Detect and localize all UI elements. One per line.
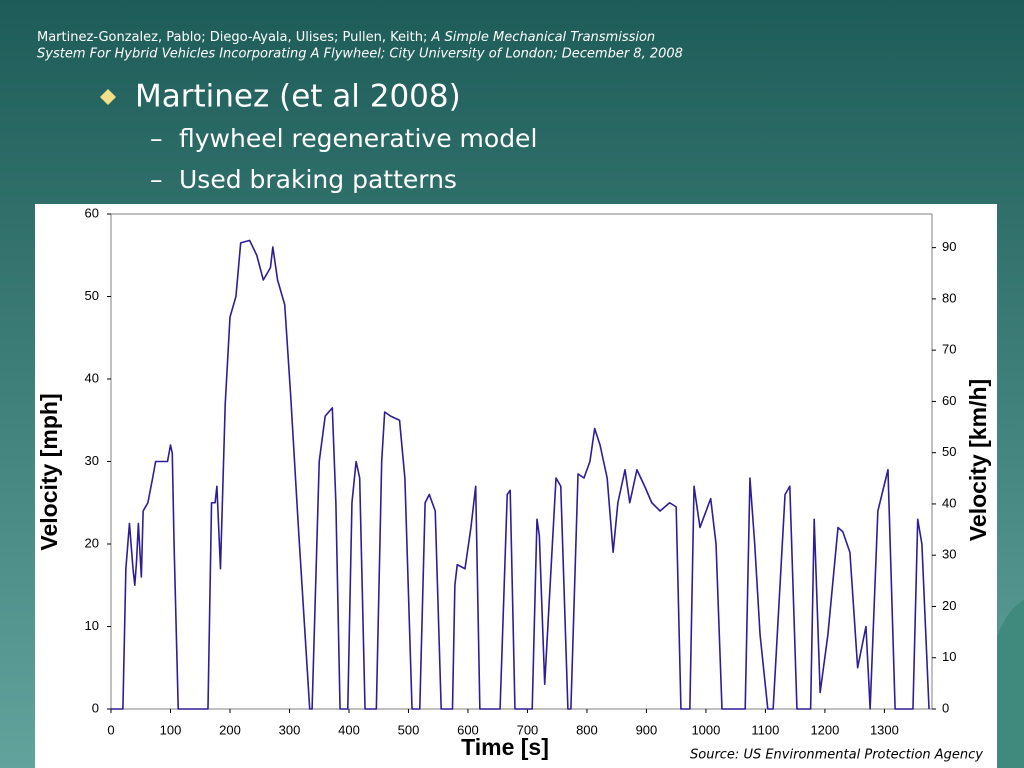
sub-bullet-text: Used braking patterns: [179, 165, 457, 194]
y2-tick-label: 70: [942, 342, 956, 357]
y2-tick-label: 60: [942, 393, 956, 408]
y2-tick-label: 90: [942, 239, 956, 254]
y-tick-label: 50: [85, 288, 99, 303]
y2-tick-label: 30: [942, 547, 956, 562]
y2-tick-label: 50: [942, 444, 956, 459]
x-tick-label: 600: [457, 722, 479, 737]
x-tick-label: 1200: [810, 722, 839, 737]
y-tick-label: 0: [92, 700, 99, 715]
y2-axis-label: Velocity [km/h]: [965, 379, 991, 541]
x-tick-label: 400: [338, 722, 360, 737]
x-tick-label: 1300: [870, 722, 899, 737]
bullet-icon: [100, 89, 116, 105]
citation-title: A Simple Mechanical Transmission: [430, 30, 655, 45]
x-tick-label: 700: [517, 722, 539, 737]
x-tick-label: 0: [107, 722, 114, 737]
y2-tick-label: 20: [942, 598, 956, 613]
y-tick-label: 20: [85, 535, 99, 550]
y-tick-label: 30: [85, 453, 99, 468]
source-note: Source: US Environmental Protection Agen…: [690, 748, 983, 763]
x-tick-label: 1000: [691, 722, 720, 737]
x-tick-label: 900: [636, 722, 658, 737]
y2-tick-label: 0: [942, 700, 949, 715]
citation-line: Martinez-Gonzalez, Pablo; Diego-Ayala, U…: [37, 30, 655, 45]
y2-tick-label: 80: [942, 290, 956, 305]
y-tick-label: 40: [85, 370, 99, 385]
y-axis-label: Velocity [mph]: [36, 393, 62, 550]
y-tick-label: 60: [85, 205, 99, 220]
x-tick-label: 100: [160, 722, 182, 737]
citation-authors: Martinez-Gonzalez, Pablo; Diego-Ayala, U…: [37, 30, 431, 45]
sub-bullet-text: flywheel regenerative model: [179, 124, 537, 153]
x-tick-label: 300: [279, 722, 301, 737]
data-line: [111, 239, 930, 710]
x-tick-label: 200: [219, 722, 241, 737]
x-tick-label: 800: [576, 722, 598, 737]
x-axis-label: Time [s]: [461, 734, 549, 760]
dash: –: [150, 124, 163, 153]
citation-title: System For Hybrid Vehicles Incorporating…: [37, 47, 683, 62]
dash: –: [150, 165, 163, 194]
bullet-text: Martinez (et al 2008): [135, 79, 461, 115]
y2-tick-label: 40: [942, 495, 956, 510]
y-tick-label: 10: [85, 618, 99, 633]
chart-background: [35, 204, 997, 768]
x-tick-label: 1100: [751, 722, 779, 737]
y2-tick-label: 10: [942, 649, 956, 664]
x-tick-label: 500: [398, 722, 420, 737]
